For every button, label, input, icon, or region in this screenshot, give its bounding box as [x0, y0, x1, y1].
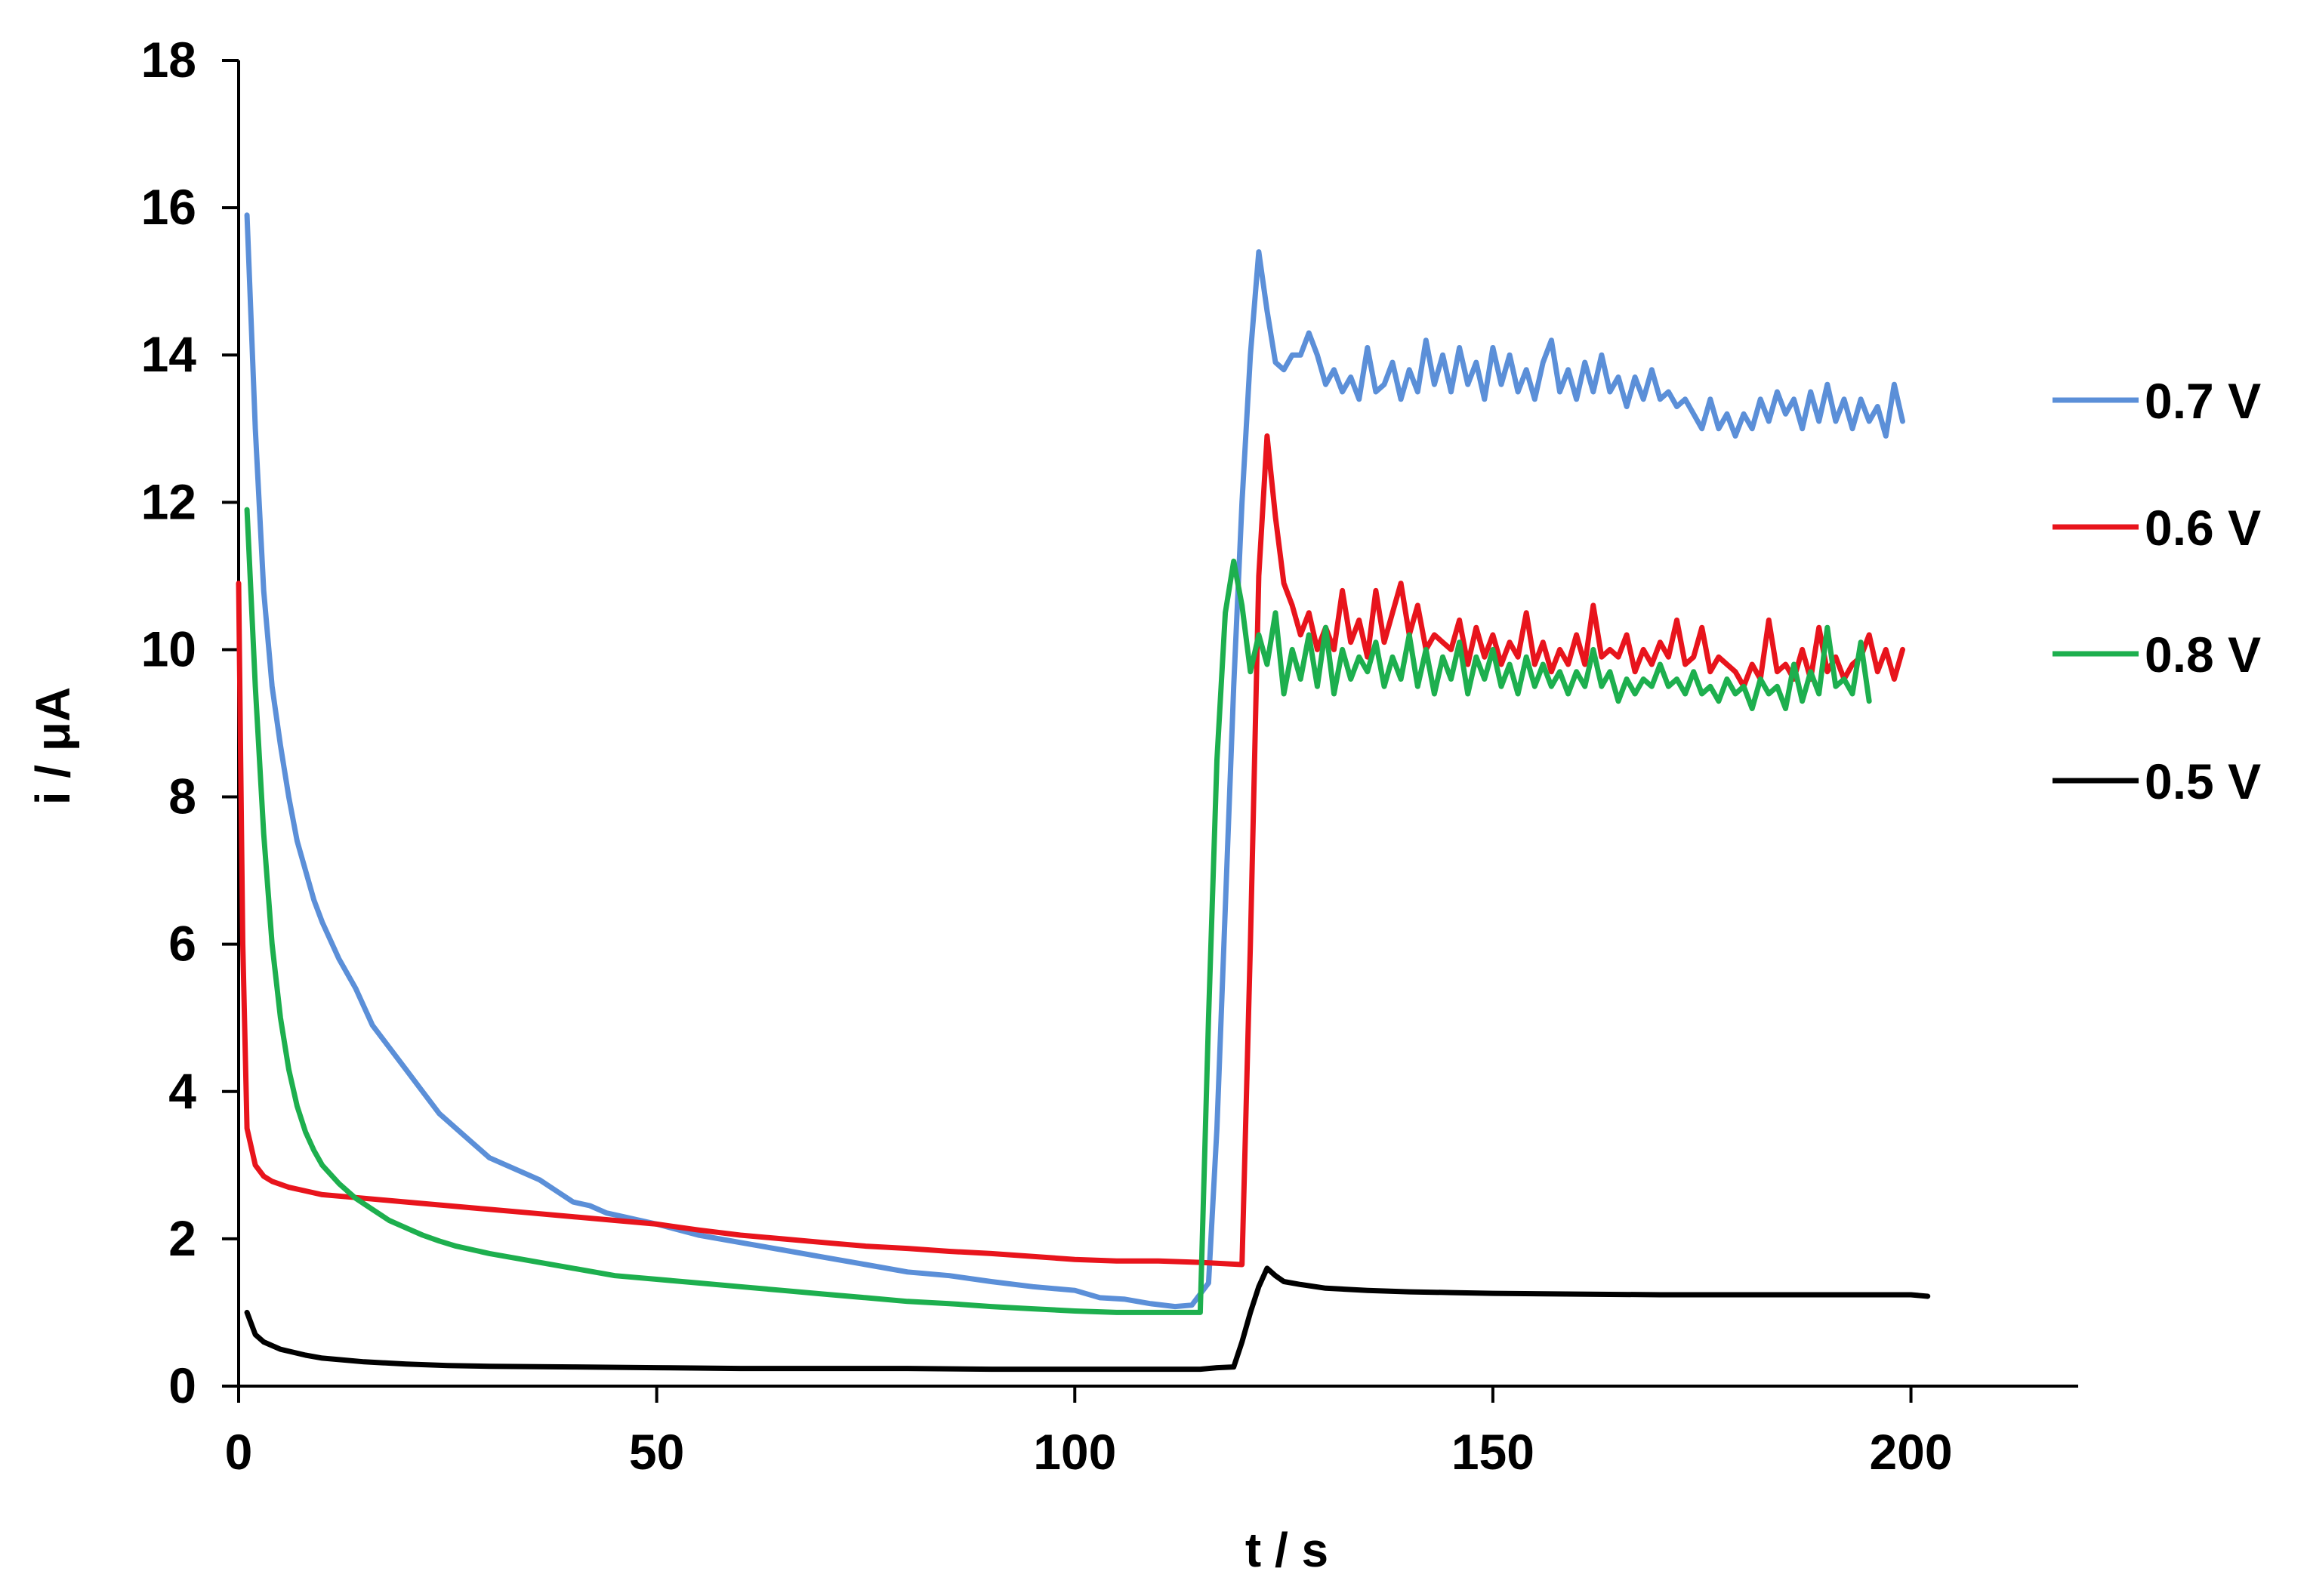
y-ticks: 0 2 4 6 8 10 12 14 16 18 [141, 32, 239, 1413]
x-tick-label: 0 [225, 1424, 253, 1480]
y-tick-label: 18 [141, 32, 196, 88]
x-tick-label: 50 [629, 1424, 684, 1480]
series-layer [236, 212, 1931, 1373]
y-tick-label: 12 [141, 473, 196, 529]
axes: 0 2 4 6 8 10 12 14 16 18 0 50 100 150 200 [141, 32, 2078, 1480]
x-axis-title: t / s [1245, 1523, 1328, 1577]
y-tick-label: 6 [168, 916, 196, 972]
y-tick-label: 4 [168, 1063, 196, 1119]
y-axis-title: i / μA [26, 687, 80, 806]
x-tick-label: 200 [1869, 1424, 1952, 1480]
y-tick-label: 16 [141, 179, 196, 235]
y-tick-label: 0 [168, 1357, 196, 1413]
legend-label: 0.8 V [2145, 627, 2261, 682]
series-line-0-8-V [244, 507, 1872, 1315]
y-tick-label: 14 [141, 326, 197, 382]
series-line-0-6-V [236, 433, 1905, 1268]
x-tick-label: 100 [1033, 1424, 1116, 1480]
y-tick-label: 10 [141, 621, 196, 676]
legend: 0.7 V 0.6 V 0.8 V 0.5 V [2053, 373, 2261, 809]
series-line-0-7-V [244, 212, 1905, 1310]
legend-label: 0.6 V [2145, 500, 2261, 556]
series-line-0-5-V [244, 1265, 1931, 1373]
legend-label: 0.7 V [2145, 373, 2261, 429]
x-tick-label: 150 [1451, 1424, 1534, 1480]
y-tick-label: 8 [168, 769, 196, 824]
x-ticks: 0 50 100 150 200 [225, 1386, 1953, 1480]
legend-label: 0.5 V [2145, 753, 2261, 809]
y-tick-label: 2 [168, 1210, 196, 1266]
